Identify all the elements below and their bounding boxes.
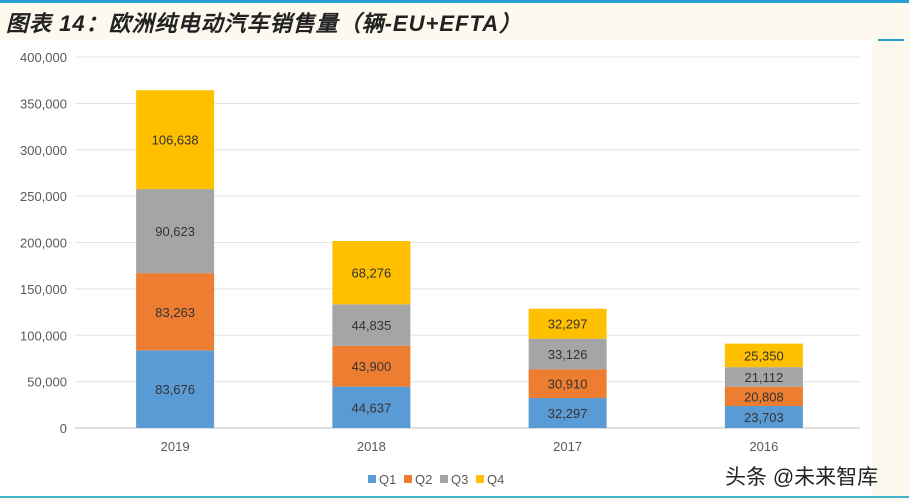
y-tick-label: 350,000 <box>20 96 67 111</box>
data-label: 23,703 <box>744 410 784 425</box>
data-label: 83,676 <box>155 382 195 397</box>
watermark: 头条 @未来智库 <box>725 466 879 489</box>
data-label: 21,112 <box>744 370 783 385</box>
data-label: 106,638 <box>152 133 199 148</box>
data-label: 90,623 <box>155 224 195 239</box>
bar-segment-q3 <box>724 367 803 387</box>
bar-segment-q4 <box>332 240 411 305</box>
bottom-rule <box>0 496 909 498</box>
y-tick-label: 300,000 <box>20 143 67 158</box>
legend-swatch-q1 <box>368 475 376 483</box>
x-tick-label: 2018 <box>357 439 386 454</box>
chart-title: 图表 14：欧洲纯电动汽车销售量（辆-EU+EFTA） <box>6 11 523 36</box>
legend-label: Q4 <box>487 472 504 487</box>
data-label: 44,637 <box>351 400 391 415</box>
bar-segment-q1 <box>724 406 803 428</box>
y-tick-label: 150,000 <box>20 282 67 297</box>
y-tick-label: 400,000 <box>20 50 67 65</box>
data-label: 44,835 <box>351 318 391 333</box>
y-tick-label: 200,000 <box>20 236 67 251</box>
y-tick-label: 100,000 <box>20 328 67 343</box>
bar-segment-q3 <box>332 304 411 346</box>
bar-segment-q2 <box>332 345 411 387</box>
side-rule <box>878 39 904 41</box>
legend-label: Q2 <box>415 472 432 487</box>
legend-label: Q1 <box>379 472 396 487</box>
data-label: 32,297 <box>548 406 588 421</box>
top-rule <box>0 0 909 3</box>
legend-swatch-q3 <box>440 475 448 483</box>
data-label: 68,276 <box>351 266 391 281</box>
y-tick-label: 0 <box>60 421 67 436</box>
legend-label: Q3 <box>451 472 468 487</box>
data-label: 32,297 <box>548 317 588 332</box>
data-label: 20,808 <box>744 389 784 404</box>
data-label: 30,910 <box>548 377 588 392</box>
data-label: 33,126 <box>548 347 588 362</box>
y-tick-label: 50,000 <box>27 375 67 390</box>
bar-segment-q3 <box>136 189 215 274</box>
bar-segment-q4 <box>724 343 803 368</box>
bar-segment-q2 <box>136 273 215 351</box>
data-label: 25,350 <box>744 348 784 363</box>
bar-segment-q1 <box>332 386 411 428</box>
data-label: 83,263 <box>155 305 195 320</box>
y-tick-label: 250,000 <box>20 189 67 204</box>
bar-segment-q3 <box>528 338 607 370</box>
data-label: 43,900 <box>351 359 391 374</box>
x-tick-label: 2017 <box>553 439 582 454</box>
x-tick-label: 2019 <box>161 439 190 454</box>
bar-segment-q4 <box>528 308 607 339</box>
bar-segment-q4 <box>136 90 215 190</box>
legend-swatch-q2 <box>404 475 412 483</box>
bar-segment-q1 <box>136 350 215 428</box>
x-tick-label: 2016 <box>749 439 778 454</box>
bar-segment-q2 <box>724 386 803 407</box>
bar-segment-q2 <box>528 369 607 399</box>
legend-swatch-q4 <box>476 475 484 483</box>
bar-segment-q1 <box>528 398 607 428</box>
